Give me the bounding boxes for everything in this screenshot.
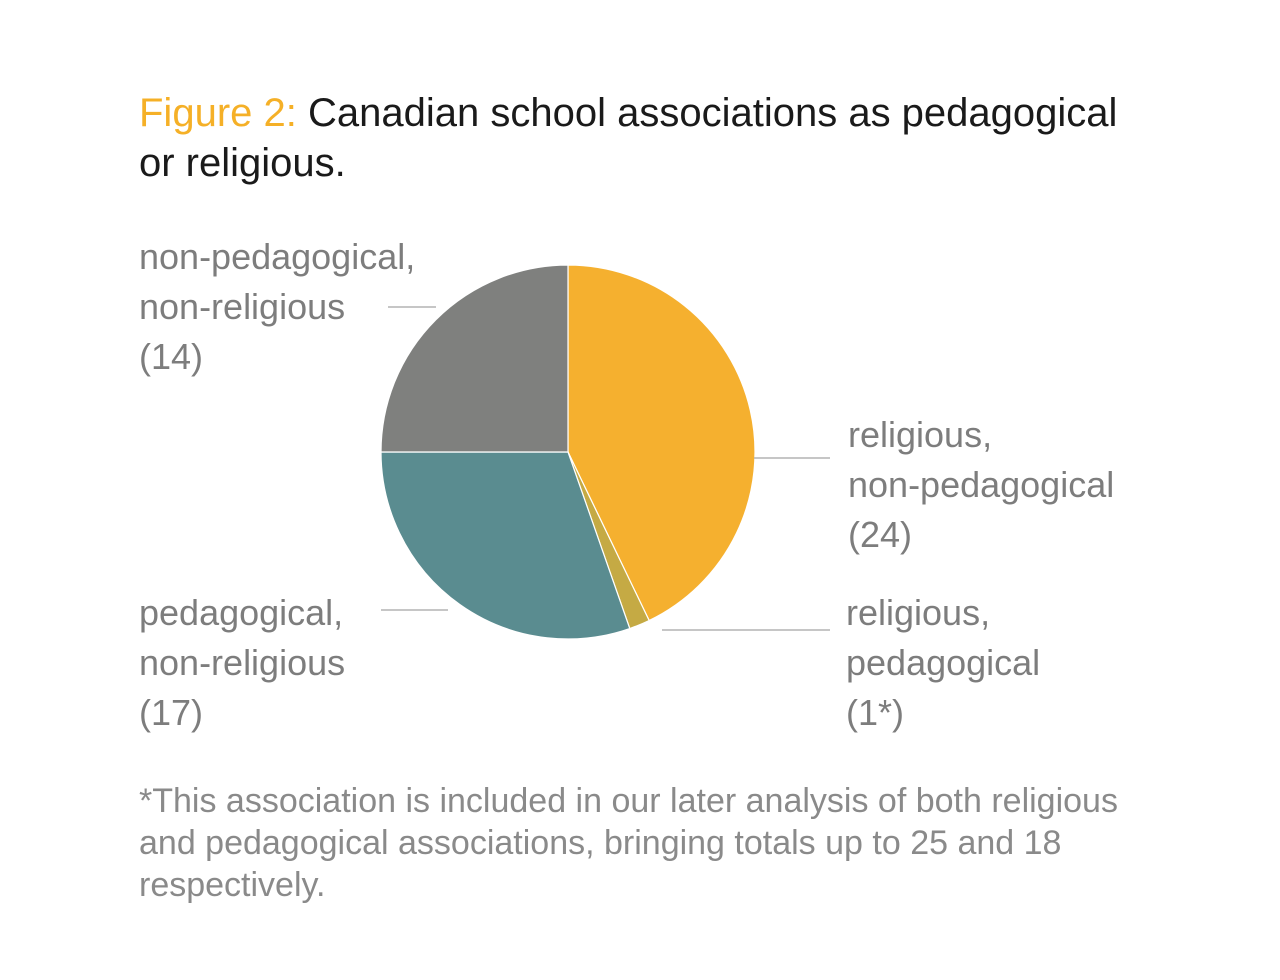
slice-label-line: religious, xyxy=(846,592,991,633)
figure-title-text: Canadian school associations as pedagogi… xyxy=(139,91,1118,185)
slice-label-count: (24) xyxy=(848,514,913,555)
slice-label-line: non-pedagogical, xyxy=(139,236,416,277)
pie-slice-nonped xyxy=(380,264,569,453)
pie-slice-relig xyxy=(567,264,756,622)
slice-label-line: non-pedagogical xyxy=(848,464,1115,505)
pie-slice-ped xyxy=(380,451,631,640)
pie-slices xyxy=(380,264,756,640)
slice-label-line: non-religious xyxy=(139,286,346,327)
slice-label-line: religious, xyxy=(848,414,993,455)
slice-label-line: pedagogical, xyxy=(139,592,344,633)
slice-label-line: non-religious xyxy=(139,642,346,683)
figure-title: Figure 2: Canadian school associations a… xyxy=(139,88,1139,188)
slice-label-line: pedagogical xyxy=(846,642,1041,683)
footnote: *This association is included in our lat… xyxy=(139,782,1118,904)
slice-label-count: (17) xyxy=(139,692,204,733)
leader-lines xyxy=(381,306,830,631)
figure-label: Figure 2: xyxy=(139,91,297,135)
slice-label-relig: religious, non-pedagogical (24) xyxy=(848,410,1114,560)
slice-label-count: (1*) xyxy=(846,692,905,733)
slice-label-count: (14) xyxy=(139,336,204,377)
slice-label-both: religious, pedagogical (1*) xyxy=(846,588,1040,738)
slice-label-ped: pedagogical, non-religious (17) xyxy=(139,588,345,738)
slice-label-nonped: non-pedagogical, non-religious (14) xyxy=(139,232,415,382)
